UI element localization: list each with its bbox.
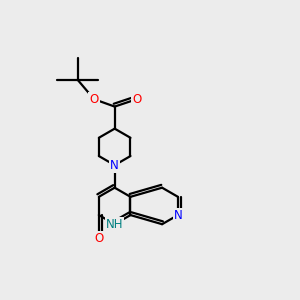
Text: N: N (173, 208, 182, 222)
Text: O: O (94, 232, 104, 245)
Text: NH: NH (106, 218, 123, 231)
Text: O: O (89, 93, 99, 106)
Text: N: N (110, 159, 119, 172)
Text: O: O (132, 93, 141, 106)
